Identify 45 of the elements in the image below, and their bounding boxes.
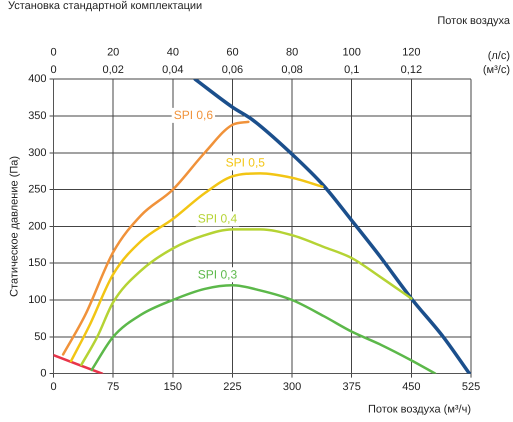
y-tick-label: 350 [28, 110, 47, 122]
x-tick-label: 225 [223, 381, 242, 394]
x2-tick-label: 40 [166, 46, 179, 59]
text: (м³/с) [482, 64, 510, 76]
text: 0,06 [222, 64, 244, 76]
y-tick-label: 0 [40, 368, 47, 380]
line-series [80, 228, 413, 366]
x2-tick-label: 0 [50, 46, 57, 59]
x-tick-label: 0 [50, 381, 57, 394]
text: 0,02 [102, 64, 124, 76]
x2-tick-label: 80 [286, 46, 298, 59]
y-tick-label: 150 [28, 257, 47, 270]
line-series [90, 284, 436, 374]
x-tick-label: 450 [402, 381, 421, 394]
y-tick-label: 250 [28, 184, 47, 196]
text: 0 [50, 64, 57, 76]
y-axis-title: Статическое давление (Па) [8, 156, 21, 297]
text: 0,12 [400, 64, 422, 76]
y-tick-label: 400 [28, 73, 47, 86]
text: 0,08 [281, 64, 303, 76]
line-series [70, 172, 324, 362]
chart-title: Установка стандартной комплектации [8, 0, 202, 12]
x2-axis-title: (л/с) [488, 50, 510, 62]
series-label: SPI 0,5 [226, 156, 266, 170]
series-label: SPI 0,4 [198, 212, 238, 226]
text: Поток воздуха [437, 15, 511, 28]
series-label: SPI 0,6 [174, 108, 214, 122]
x-tick-label: 150 [164, 381, 182, 394]
y-tick-label: 300 [28, 146, 47, 159]
text: 0,1 [344, 64, 360, 76]
x-axis-title: Поток воздуха (м³/ч) [368, 403, 471, 416]
text: 0,04 [162, 64, 184, 76]
x2-tick-label: 20 [107, 46, 120, 59]
x2-tick-label: 60 [226, 46, 239, 59]
y-tick-label: 200 [28, 220, 47, 232]
y-tick-label: 50 [34, 330, 47, 343]
x-tick-label: 375 [342, 381, 361, 394]
line-series [62, 120, 250, 356]
x-tick-label: 525 [462, 381, 480, 394]
x-tick-label: 75 [107, 381, 120, 394]
y-tick-label: 100 [28, 294, 47, 306]
x-tick-label: 300 [282, 381, 302, 394]
x2-tick-label: 120 [402, 46, 421, 59]
series-label: SPI 0,3 [198, 268, 238, 282]
x2-tick-label: 100 [342, 46, 361, 59]
